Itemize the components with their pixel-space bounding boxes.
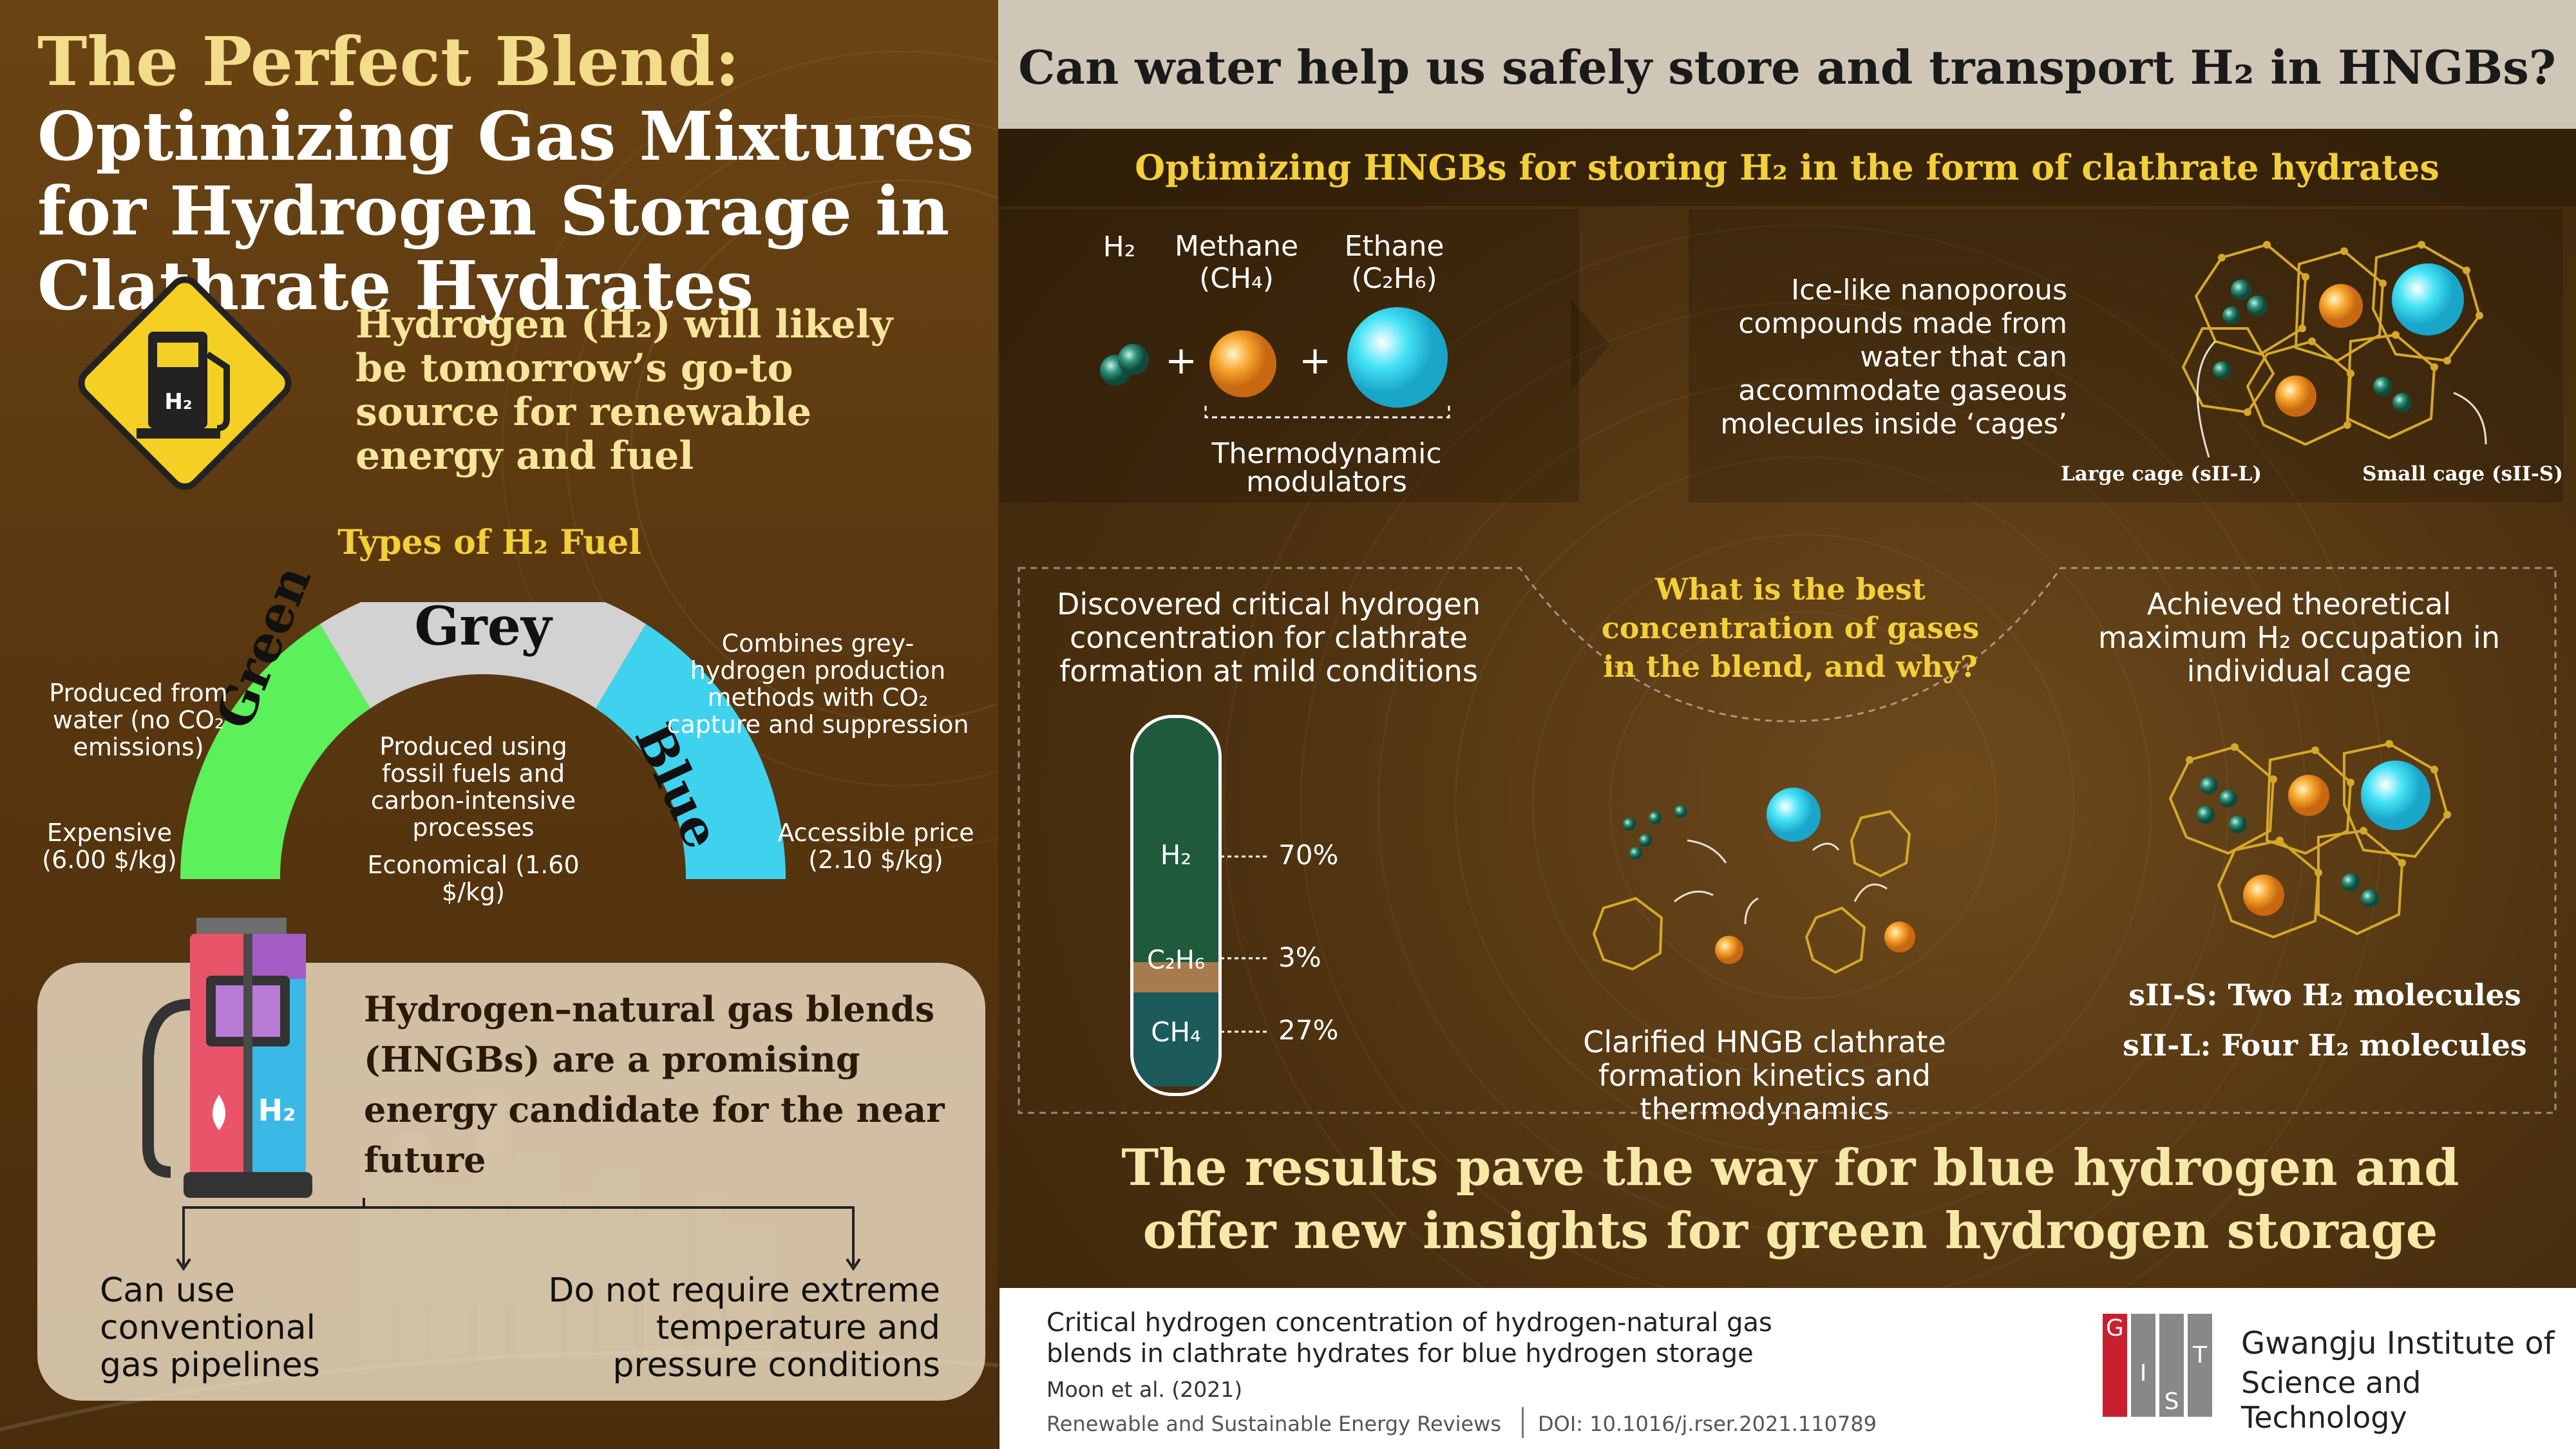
- footer-divider: [1522, 1407, 1524, 1438]
- paper-authors: Moon et al. (2021): [1046, 1377, 1243, 1402]
- logo-letter-g: G: [2106, 1315, 2124, 1341]
- title-part1: The Perfect Blend:: [37, 22, 740, 101]
- types-title: Types of H₂ Fuel: [337, 523, 641, 562]
- findings-frame: [1018, 567, 2557, 1114]
- clathrate-description: Ice-like nanoporous compounds made from …: [1720, 274, 2067, 440]
- benefit-pipelines: Can use conventional gas pipelines: [100, 1271, 320, 1385]
- modulators-label: Thermodynamic modulators: [1211, 437, 1442, 498]
- pct-c2h6: 3%: [1278, 942, 1321, 973]
- clathrate-cages-icon: [2181, 241, 2487, 458]
- grey-desc: Produced using fossil fuels and carbon-i…: [370, 732, 576, 842]
- finding-kinetics: Clarified HNGB clathrate formation kinet…: [1583, 1025, 1946, 1126]
- conclusion: The results pave the way for blue hydrog…: [1121, 1139, 2459, 1260]
- small-cage-label: Small cage (sII-S): [2362, 462, 2563, 486]
- h2-label: H₂: [1103, 231, 1136, 263]
- tube-leader-lines: [1220, 855, 1269, 1033]
- pct-h2: 70%: [1278, 839, 1339, 871]
- tube-segment-c2h6: [1133, 961, 1218, 992]
- svg-text:+: +: [1165, 338, 1197, 383]
- left-panel: The Perfect Blend: Optimizing Gas Mixtur…: [0, 0, 998, 1449]
- footer: [999, 1288, 2576, 1449]
- benefit-conditions: Do not require extreme temperature and p…: [548, 1271, 940, 1385]
- right-panel: [998, 0, 2576, 1449]
- green-price: Expensive (6.00 $/kg): [42, 819, 177, 874]
- main-question: Can water help us safely store and trans…: [1018, 40, 2556, 95]
- arrow-right-icon: [1571, 299, 1610, 390]
- subtitle-band: [998, 129, 2576, 206]
- tube-label-h2: H₂: [1160, 839, 1192, 871]
- tube-label-c2h6: C₂H₆: [1146, 945, 1206, 975]
- ethane-label: Ethane (C₂H₆): [1344, 230, 1444, 295]
- grey-price: Economical (1.60 $/kg): [367, 851, 580, 906]
- lead-text: Hydrogen (H₂) will likely be tomorrow’s …: [355, 302, 893, 478]
- hngb-text: Hydrogen–natural gas blends (HNGBs) are …: [364, 989, 945, 1180]
- branch-connector: [176, 1198, 861, 1271]
- pct-ch4: 27%: [1278, 1014, 1339, 1046]
- tube-segment-h2: [1133, 718, 1218, 962]
- institute-line2: Science and Technology: [2241, 1365, 2421, 1435]
- pump-label: H₂: [258, 1093, 296, 1128]
- blue-segment: [596, 624, 786, 879]
- large-cage-label: Large cage (sII-L): [2061, 462, 2262, 486]
- center-question: What is the best concentration of gases …: [1601, 572, 1980, 684]
- section-subtitle: Optimizing HNGBs for storing H₂ in the f…: [1135, 147, 2439, 188]
- blue-price: Accessible price (2.10 $/kg): [777, 819, 974, 874]
- finding-critical-concentration: Discovered critical hydrogen concentrati…: [1056, 587, 1481, 688]
- logo-letter-i: I: [2139, 1360, 2147, 1387]
- grey-segment: [320, 602, 646, 708]
- page-title: The Perfect Blend: Optimizing Gas Mixtur…: [37, 24, 990, 323]
- gas-composition-tube: [1130, 715, 1222, 1096]
- logo-letter-s: S: [2164, 1388, 2179, 1415]
- fuel-pump-icon: H₂: [142, 918, 312, 1198]
- tube-label-ch4: CH₄: [1151, 1016, 1201, 1048]
- institute-line1: Gwangju Institute of: [2241, 1325, 2555, 1361]
- green-desc: Produced from water (no CO₂ emissions): [49, 679, 228, 761]
- gases-panel: [999, 209, 1579, 502]
- svg-text:+: +: [1299, 338, 1331, 383]
- methane-label: Methane (CH₄): [1174, 230, 1299, 295]
- journal-name: Renewable and Sustainable Energy Reviews: [1046, 1412, 1501, 1436]
- hydrogen-fuel-sign-icon: H₂: [78, 276, 292, 490]
- doi: DOI: 10.1016/j.rser.2021.110789: [1538, 1412, 1877, 1436]
- occupied-cages-illustration: [2168, 740, 2451, 939]
- logo-letter-t: T: [2193, 1342, 2207, 1368]
- sign-label: H₂: [164, 389, 192, 415]
- green-segment: [180, 624, 370, 879]
- question-banner: [998, 0, 2576, 129]
- tube-segment-ch4: [1133, 992, 1218, 1086]
- sII-L-text: sII-L: Four H₂ molecules: [2123, 1028, 2527, 1063]
- paper-title: Critical hydrogen concentration of hydro…: [1046, 1308, 1772, 1368]
- grey-label: Grey: [414, 596, 552, 658]
- gas-molecules: + +: [1100, 307, 1450, 419]
- title-part2: Optimizing Gas Mixtures for Hydrogen Sto…: [37, 97, 974, 325]
- formation-kinetics-illustration: [1592, 788, 1915, 974]
- finding-max-occupation: Achieved theoretical maximum H₂ occupati…: [2098, 587, 2500, 688]
- sII-S-text: sII-S: Two H₂ molecules: [2128, 978, 2521, 1012]
- gist-logo: G I S T: [2103, 1314, 2212, 1417]
- fuel-types-arc: [180, 602, 786, 879]
- blue-desc: Combines grey-hydrogen production method…: [667, 629, 969, 739]
